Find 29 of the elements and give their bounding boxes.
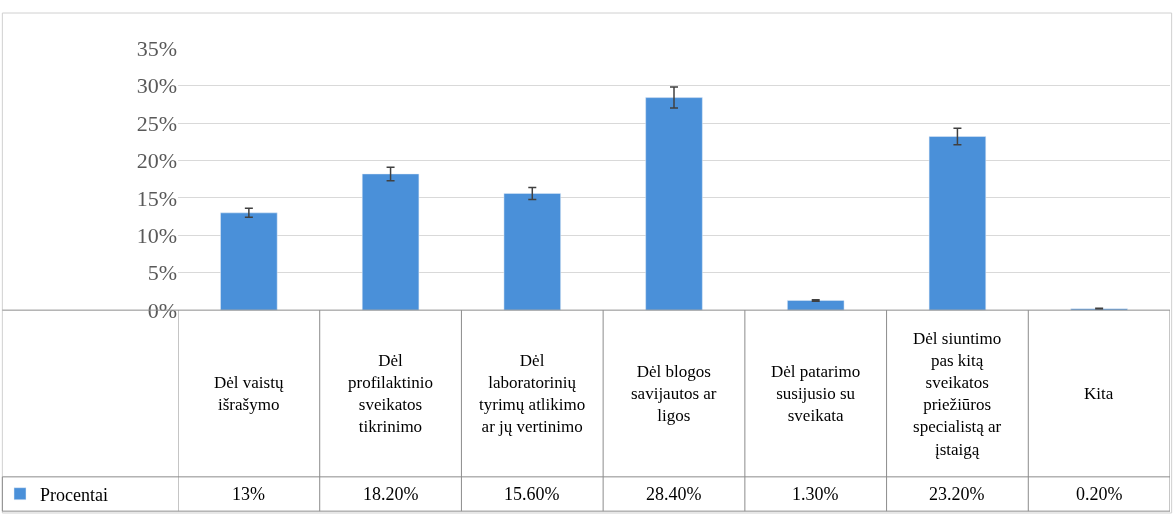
- bar: [220, 212, 278, 311]
- data-label: 1.30%: [792, 484, 839, 504]
- y-tick-label: 25%: [136, 110, 177, 136]
- y-tick-label: 30%: [136, 73, 177, 99]
- data-label: 13%: [232, 484, 265, 504]
- x-tick-label: Dėl siuntimo pas kitą sveikatos priežiūros specialistą ar įstaigą: [913, 329, 1002, 459]
- legend-label: Procentai: [40, 484, 108, 505]
- bar: [503, 193, 561, 311]
- x-tick-label: Dėl laboratorinių tyrimų atlikimo ar jų vertinimo: [479, 351, 586, 437]
- y-tick-label: 20%: [136, 148, 177, 174]
- data-label: 0.20%: [1076, 484, 1123, 504]
- data-label: 18.20%: [363, 484, 419, 504]
- x-tick-label: Dėl blogos savijautos ar ligos: [631, 362, 717, 426]
- x-tick-label: Dėl vaistų išrašymo: [214, 373, 284, 415]
- x-tick-label: Kita: [1084, 384, 1114, 403]
- bar: [928, 136, 987, 311]
- bar: [645, 97, 703, 311]
- x-tick-label: Dėl patarimo susijusio su sveikata: [771, 362, 861, 426]
- data-label: 28.40%: [646, 484, 702, 504]
- bar: [361, 173, 420, 311]
- x-tick-label: Dėl profilaktinio sveikatos tikrinimo: [348, 351, 433, 437]
- y-tick-label: 0%: [147, 297, 177, 323]
- data-label: 23.20%: [929, 484, 985, 504]
- y-tick-label: 10%: [136, 223, 177, 249]
- bar: [787, 300, 845, 311]
- data-label: 15.60%: [504, 484, 560, 504]
- y-tick-label: 35%: [136, 35, 177, 61]
- y-tick-label: 15%: [136, 185, 177, 211]
- y-tick-label: 5%: [147, 260, 177, 286]
